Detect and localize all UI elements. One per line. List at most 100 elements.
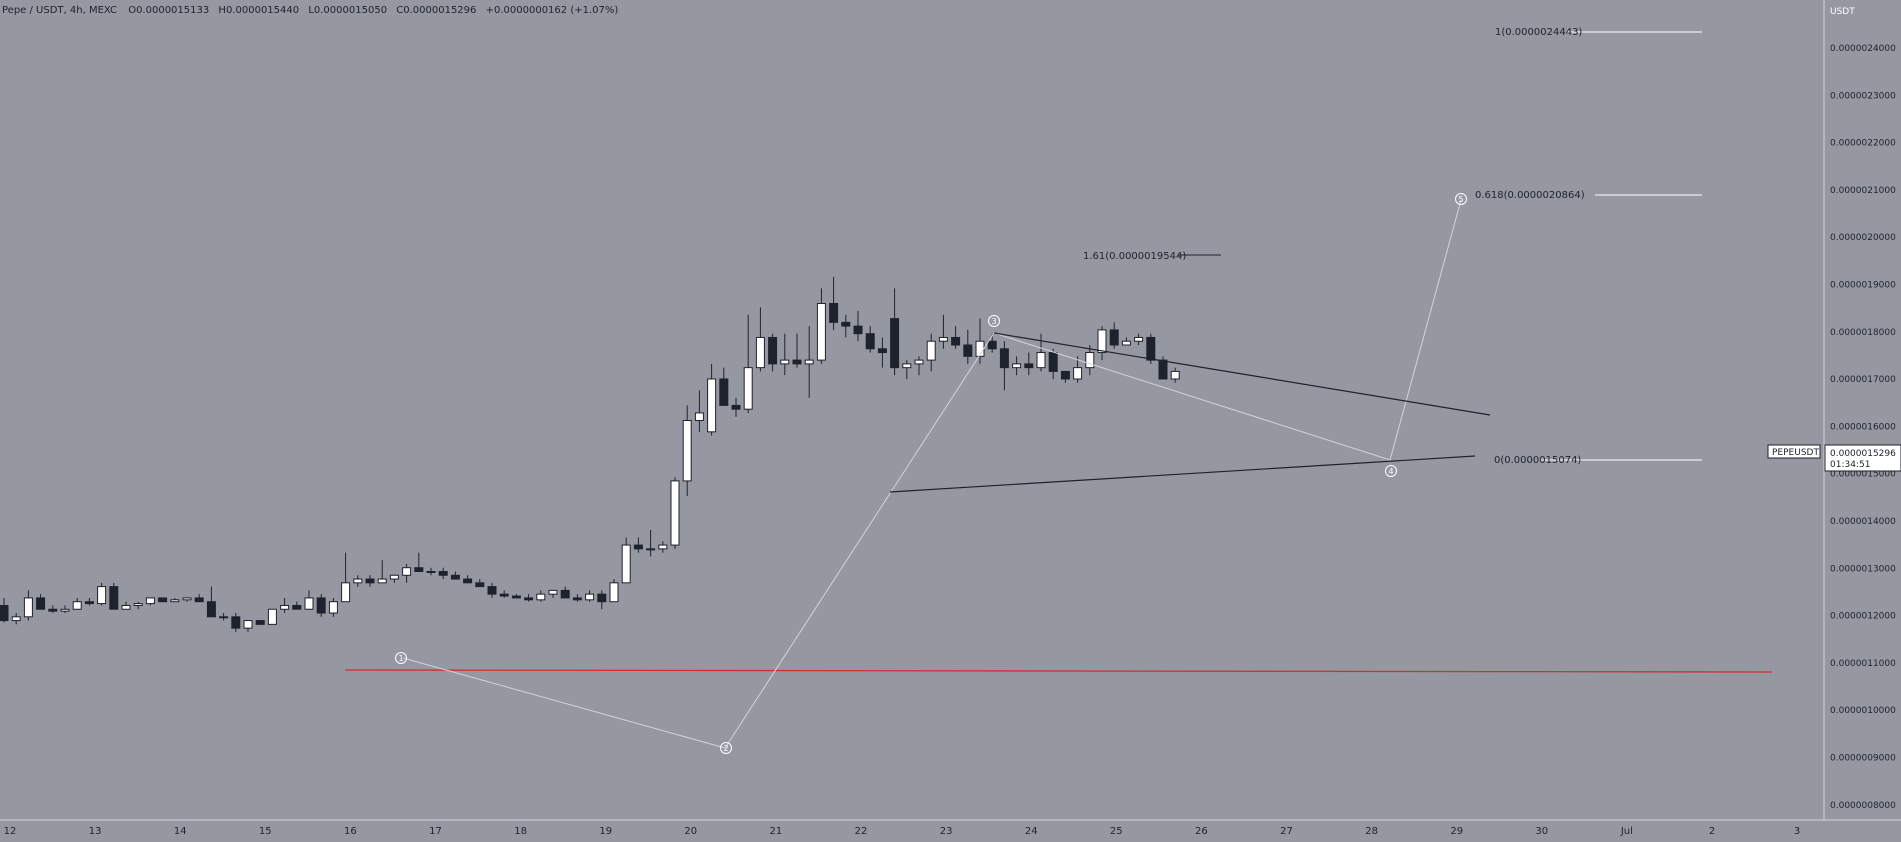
wave-label-text: 3 bbox=[991, 317, 996, 326]
price-tick-label: 0.0000016000 bbox=[1830, 422, 1896, 432]
close-value: 0.0000015296 bbox=[403, 5, 477, 16]
time-tick-label: 25 bbox=[1110, 826, 1123, 837]
wave-label-circle bbox=[1455, 193, 1467, 205]
last-price-value: 0.0000015296 bbox=[1830, 449, 1896, 459]
price-tick-label: 0.0000019000 bbox=[1830, 281, 1896, 291]
triangle-lower-line[interactable] bbox=[889, 455, 1476, 493]
candle-body bbox=[48, 608, 58, 612]
candle-body bbox=[548, 589, 558, 595]
ticker-tag[interactable] bbox=[1767, 444, 1821, 459]
price-tick-label: 0.0000014000 bbox=[1830, 517, 1896, 527]
candle-body bbox=[84, 601, 94, 605]
time-tick-label: 15 bbox=[259, 826, 272, 837]
time-tick-label: 3 bbox=[1794, 826, 1800, 837]
candle-body bbox=[1060, 370, 1070, 380]
candle-body bbox=[243, 620, 253, 629]
candle-body bbox=[377, 578, 387, 584]
candle-body bbox=[1036, 352, 1046, 369]
candle-body bbox=[633, 544, 643, 550]
candle-body bbox=[487, 586, 497, 595]
candle-body bbox=[926, 340, 936, 361]
candle-body bbox=[877, 348, 887, 354]
resistance-line[interactable] bbox=[344, 669, 1773, 673]
candle-body bbox=[804, 359, 814, 365]
candle-body bbox=[1097, 329, 1107, 354]
last-price-box[interactable] bbox=[1824, 444, 1901, 472]
candle-body bbox=[829, 302, 839, 323]
candle-body bbox=[280, 604, 290, 610]
time-tick-label: 13 bbox=[89, 826, 102, 837]
time-tick-label: Jul bbox=[1620, 826, 1633, 837]
price-tick-label: 0.0000009000 bbox=[1830, 754, 1896, 764]
candle-body bbox=[426, 571, 436, 573]
candle-body bbox=[267, 608, 277, 625]
candle-body bbox=[780, 359, 790, 365]
price-tick-label: 0.0000011000 bbox=[1830, 659, 1896, 669]
candle-body bbox=[951, 336, 961, 346]
candle-body bbox=[182, 597, 192, 601]
time-tick-label: 18 bbox=[514, 826, 527, 837]
candle-body bbox=[914, 359, 924, 365]
candle-body bbox=[463, 578, 473, 584]
wave-label-circle bbox=[1385, 465, 1397, 477]
candle-body bbox=[768, 336, 778, 365]
candle-body bbox=[316, 597, 326, 614]
candle-body bbox=[292, 604, 302, 610]
price-tick-label: 0.0000010000 bbox=[1830, 706, 1896, 716]
wave-label-text: 2 bbox=[723, 744, 728, 753]
candle-body bbox=[755, 336, 765, 369]
candle-body bbox=[511, 595, 521, 599]
price-tick-label: 0.0000017000 bbox=[1830, 375, 1896, 385]
candle-body bbox=[1048, 352, 1058, 372]
wave-label-text: 4 bbox=[1388, 467, 1393, 476]
wave-label-text: 5 bbox=[1458, 195, 1463, 204]
candle-body bbox=[1073, 367, 1083, 380]
time-tick-label: 2 bbox=[1709, 826, 1715, 837]
price-tick-label: 0.0000018000 bbox=[1830, 328, 1896, 338]
time-tick-label: 24 bbox=[1025, 826, 1038, 837]
candle-body bbox=[23, 597, 33, 618]
wave-label-text: 1 bbox=[398, 654, 403, 663]
candle-body bbox=[353, 578, 363, 584]
candle-body bbox=[999, 348, 1009, 369]
countdown-timer: 01:34:51 bbox=[1830, 460, 1870, 470]
fib-level-0618-label: 0.618(0.0000020864) bbox=[1475, 190, 1585, 201]
time-tick-label: 30 bbox=[1535, 826, 1548, 837]
candle-body bbox=[133, 603, 143, 606]
candle-body bbox=[890, 318, 900, 369]
candle-body bbox=[341, 582, 351, 603]
triangle-upper-line[interactable] bbox=[993, 332, 1491, 416]
time-tick-label: 23 bbox=[940, 826, 953, 837]
price-tick-label: 0.0000020000 bbox=[1830, 233, 1896, 243]
wave-label-circle bbox=[395, 652, 407, 664]
candle-body bbox=[109, 586, 119, 610]
fib-level-1-label: 1(0.0000024443) bbox=[1495, 27, 1582, 38]
time-tick-label: 26 bbox=[1195, 826, 1208, 837]
candle-body bbox=[475, 582, 485, 588]
candle-body bbox=[72, 601, 82, 610]
candle-body bbox=[402, 567, 412, 576]
close-label: C bbox=[396, 5, 404, 16]
candle-body bbox=[231, 616, 241, 629]
candle-body bbox=[389, 574, 399, 580]
wave-label-circle bbox=[720, 742, 732, 754]
ext-161-label: 1.61(0.0000019544) bbox=[1083, 251, 1186, 262]
symbol-name[interactable]: Pepe / USDT, 4h, MEXC bbox=[2, 5, 117, 16]
candle-body bbox=[670, 480, 680, 546]
candle-body bbox=[36, 597, 46, 610]
candle-body bbox=[304, 597, 314, 610]
candle-body bbox=[902, 363, 912, 369]
time-tick-label: 12 bbox=[4, 826, 17, 837]
candle-body bbox=[60, 608, 70, 612]
candle-body bbox=[694, 412, 704, 422]
currency-label: USDT bbox=[1830, 7, 1855, 17]
price-tick-label: 0.0000012000 bbox=[1830, 612, 1896, 622]
price-tick-label: 0.0000024000 bbox=[1830, 44, 1896, 54]
candle-body bbox=[1024, 363, 1034, 369]
candle-body bbox=[597, 593, 607, 603]
elliott-wave-path[interactable] bbox=[402, 199, 1462, 749]
candle-body bbox=[219, 616, 229, 619]
candle-body bbox=[987, 340, 997, 350]
candle-body bbox=[499, 593, 509, 597]
